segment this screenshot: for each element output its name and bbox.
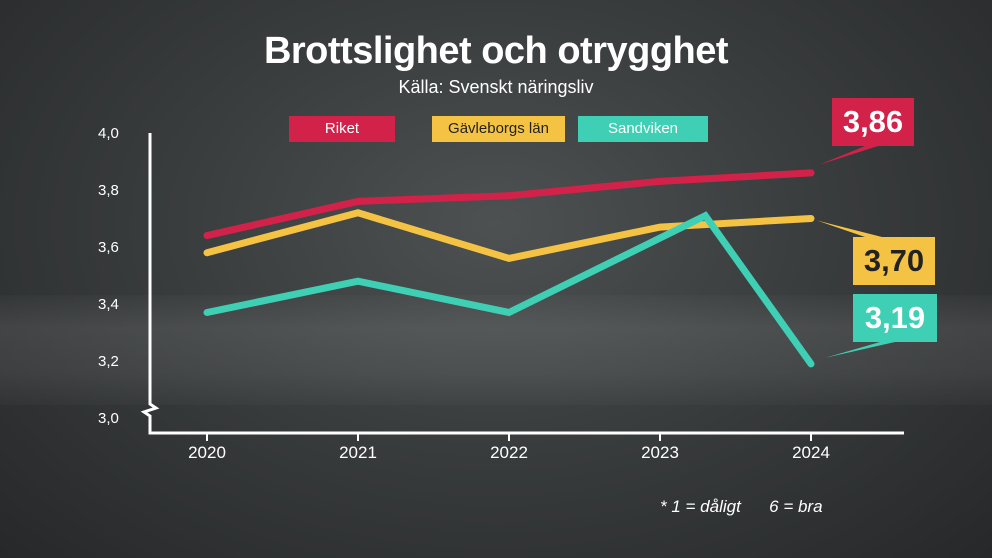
y-tick-label: 3,0 — [98, 410, 119, 427]
x-tick-label: 2024 — [792, 443, 830, 462]
legend-label-gavleborg: Gävleborgs län — [448, 120, 549, 137]
end-label-sandviken: 3,19 — [853, 294, 937, 342]
y-tick-label: 4,0 — [98, 125, 119, 142]
chart-source: Källa: Svenskt näringsliv — [398, 77, 594, 97]
legend-item-sandviken: Sandviken — [578, 116, 708, 142]
y-tick-label: 3,2 — [98, 353, 119, 370]
end-label-riket: 3,86 — [832, 98, 914, 146]
series-line-sandviken — [203, 211, 815, 368]
x-tick-label: 2022 — [490, 443, 528, 462]
legend-item-gavleborg: Gävleborgs län — [432, 116, 565, 142]
end-label-gavleborg: 3,70 — [853, 237, 935, 285]
x-tick-label: 2021 — [339, 443, 377, 462]
chart-lines — [203, 169, 815, 368]
chart-title: Brottslighet och otrygghet — [263, 30, 729, 72]
label-pointers — [817, 146, 895, 358]
legend-item-riket: Riket — [289, 116, 395, 142]
pointer-sandviken — [825, 342, 895, 358]
y-tick-label: 3,6 — [98, 239, 119, 256]
axis-line — [140, 133, 904, 435]
series-line-riket — [203, 169, 815, 240]
pointer-gavleborg — [817, 220, 882, 237]
pointer-riket — [819, 146, 878, 165]
legend-label-sandviken: Sandviken — [607, 120, 679, 137]
y-tick-label: 3,4 — [98, 296, 119, 313]
x-tick-label: 2023 — [641, 443, 679, 462]
scale-footnote: * 1 = dåligt 6 = bra — [660, 497, 823, 516]
chart-axes: 3,0 3,2 3,4 3,6 3,8 4,0 2020 2021 2022 2023 2024 — [98, 125, 904, 462]
legend-label-riket: Riket — [324, 120, 360, 137]
y-tick-label: 3,8 — [98, 182, 119, 199]
x-tick-label: 2020 — [188, 443, 226, 462]
